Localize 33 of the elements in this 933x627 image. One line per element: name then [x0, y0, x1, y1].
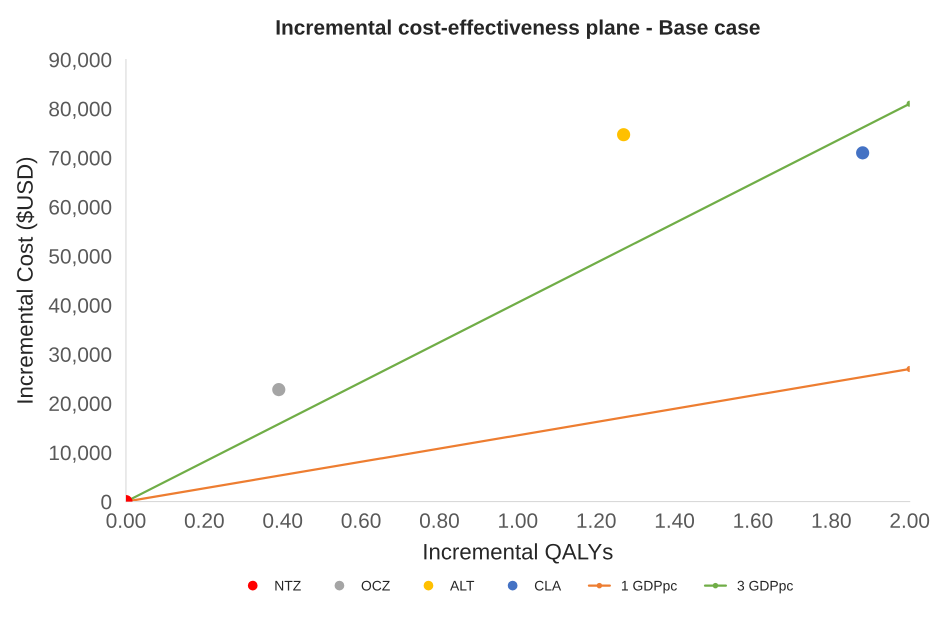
legend-label: ALT	[450, 580, 474, 590]
x-tick-label: 2.00	[890, 513, 930, 528]
y-tick-label: 70,000	[49, 150, 112, 168]
chart-title: Incremental cost-effectiveness plane - Base case	[276, 19, 760, 39]
y-tick-label: 60,000	[49, 200, 112, 218]
x-tick-label: 1.60	[734, 513, 772, 528]
x-axis-title: Incremental QALYs	[424, 543, 613, 564]
y-tick-label: 10,000	[50, 445, 112, 463]
y-tick-label: 40,000	[48, 298, 112, 316]
point	[272, 383, 286, 396]
x-tick-label: 0.40	[263, 513, 302, 528]
x-tick-label: 0.60	[342, 513, 381, 528]
x-tick-label: 0.80	[420, 513, 459, 528]
legend-label: OCZ	[362, 580, 390, 591]
y-tick-label: 80,000	[49, 102, 112, 119]
legend-label: 3 GDPpc	[738, 580, 793, 594]
y-tick-label: 30,000	[49, 347, 112, 364]
point	[617, 128, 630, 142]
y-axis-title: Incremental Cost ($USD)	[16, 158, 38, 403]
x-tick-label: 0.00	[106, 513, 146, 528]
legend-label: 1 GDPpc	[622, 580, 677, 594]
y-tick-label: 20,000	[49, 396, 112, 414]
y-tick-label: 0	[101, 494, 112, 510]
x-tick-label: 1.00	[499, 513, 538, 528]
legend-label: NTZ	[275, 580, 301, 590]
x-tick-label: 1.20	[578, 513, 616, 528]
x-tick-label: 1.40	[656, 513, 694, 528]
x-tick-label: 1.80	[812, 513, 851, 528]
y-tick-label: 90,000	[49, 52, 112, 70]
legend-label: CLA	[534, 580, 562, 591]
x-tick-label: 0.20	[184, 513, 224, 528]
y-tick-label: 50,000	[49, 249, 112, 266]
point	[856, 146, 870, 160]
